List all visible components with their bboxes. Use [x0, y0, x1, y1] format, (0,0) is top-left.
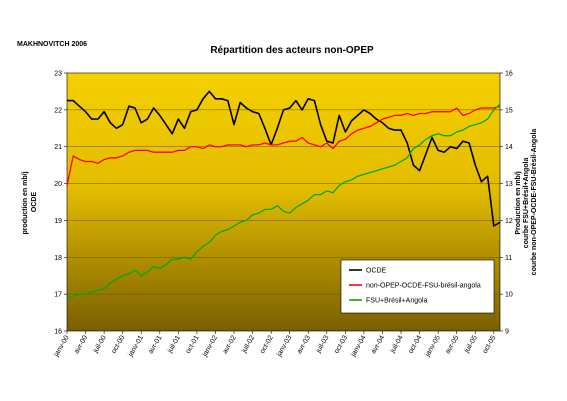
right-tick-label: 16 — [505, 71, 513, 78]
x-tick-label: juil-00 — [92, 334, 108, 355]
right-axis-label-line-3: courbe non-OPEP-OCDE-FSU-Brésil-Angola — [531, 129, 538, 276]
left-tick-label: 20 — [54, 181, 62, 188]
x-tick-label: janv-01 — [127, 334, 145, 358]
left-tick-label: 17 — [54, 292, 62, 299]
x-tick-label: avr-02 — [222, 334, 238, 355]
series-line-1 — [67, 90, 501, 227]
left-axis-label-line-2: OCDE — [31, 192, 38, 213]
x-tick-label: juil-03 — [315, 334, 331, 355]
left-tick-label: 23 — [54, 71, 62, 78]
x-axis: janv-00 avr-00 juil-00 oct-00 janv-01 avr-01 j… — [53, 331, 498, 359]
x-tick-label: oct-01 — [185, 334, 201, 354]
x-tick-label: avr-04 — [370, 334, 386, 355]
x-tick-label: juil-01 — [166, 334, 182, 355]
left-axis-label: production en mb/j OCDE — [22, 170, 38, 235]
legend-label-non-opep: non-OPEP-OCDE-FSU-brésil-angola — [366, 283, 481, 290]
x-tick-label: avr-01 — [148, 334, 164, 355]
right-y-axis: 9 10 11 12 13 14 15 16 — [500, 71, 513, 336]
right-axis-label-line-1: Production en mb/j — [515, 171, 522, 234]
right-axis-label-line-2: courbe FSU+Brésil+Angola — [523, 158, 530, 249]
legend: OCDE non-OPEP-OCDE-FSU-brésil-angola FSU… — [340, 259, 495, 314]
x-tick-label: avr-00 — [73, 334, 89, 355]
x-tick-label: avr-03 — [296, 334, 312, 355]
left-tick-label: 16 — [54, 329, 62, 336]
x-tick-label: janv-03 — [275, 334, 293, 358]
x-tick-label: oct-04 — [408, 334, 424, 354]
x-tick-label: avr-05 — [444, 334, 460, 355]
left-axis-label-line-1: production en mb/j — [22, 171, 29, 234]
left-y-axis: 16 17 18 19 20 21 22 23 — [54, 71, 67, 336]
author-label: MAKHNOVITCH 2006 — [17, 41, 87, 48]
legend-label-ocde: OCDE — [366, 268, 387, 275]
left-tick-label: 18 — [54, 255, 62, 262]
left-tick-label: 22 — [54, 107, 62, 114]
series-line-3 — [66, 103, 501, 301]
series-lines — [66, 90, 501, 301]
legend-label-fsu: FSU+Brésil+Angola — [366, 298, 428, 305]
chart-title: Répartition des acteurs non-OPEP — [210, 45, 374, 56]
x-tick-label: janv-04 — [350, 334, 368, 358]
x-tick-label: juil-04 — [389, 334, 405, 355]
left-tick-label: 21 — [54, 144, 62, 151]
right-axis-label: Production en mb/j courbe FSU+Brésil+Ang… — [515, 129, 538, 276]
right-tick-label: 12 — [505, 218, 513, 225]
right-tick-label: 14 — [505, 144, 513, 151]
right-tick-label: 15 — [505, 107, 513, 114]
left-tick-label: 19 — [54, 218, 62, 225]
x-tick-label: juil-05 — [463, 334, 479, 355]
x-tick-label: oct-03 — [333, 334, 349, 354]
x-tick-label: juil-02 — [240, 334, 256, 355]
right-tick-label: 10 — [505, 292, 513, 299]
legend-box — [340, 259, 495, 314]
x-tick-label: janv-00 — [53, 334, 71, 358]
right-tick-label: 9 — [505, 329, 509, 336]
x-tick-label: janv-02 — [201, 334, 219, 358]
right-tick-label: 11 — [505, 255, 512, 262]
x-tick-label: janv-05 — [424, 334, 442, 358]
right-tick-label: 13 — [505, 181, 513, 188]
x-tick-label: oct-00 — [111, 334, 127, 354]
x-tick-label: oct-05 — [482, 334, 498, 354]
x-tick-label: oct-02 — [259, 334, 275, 354]
series-line-2 — [66, 105, 501, 186]
